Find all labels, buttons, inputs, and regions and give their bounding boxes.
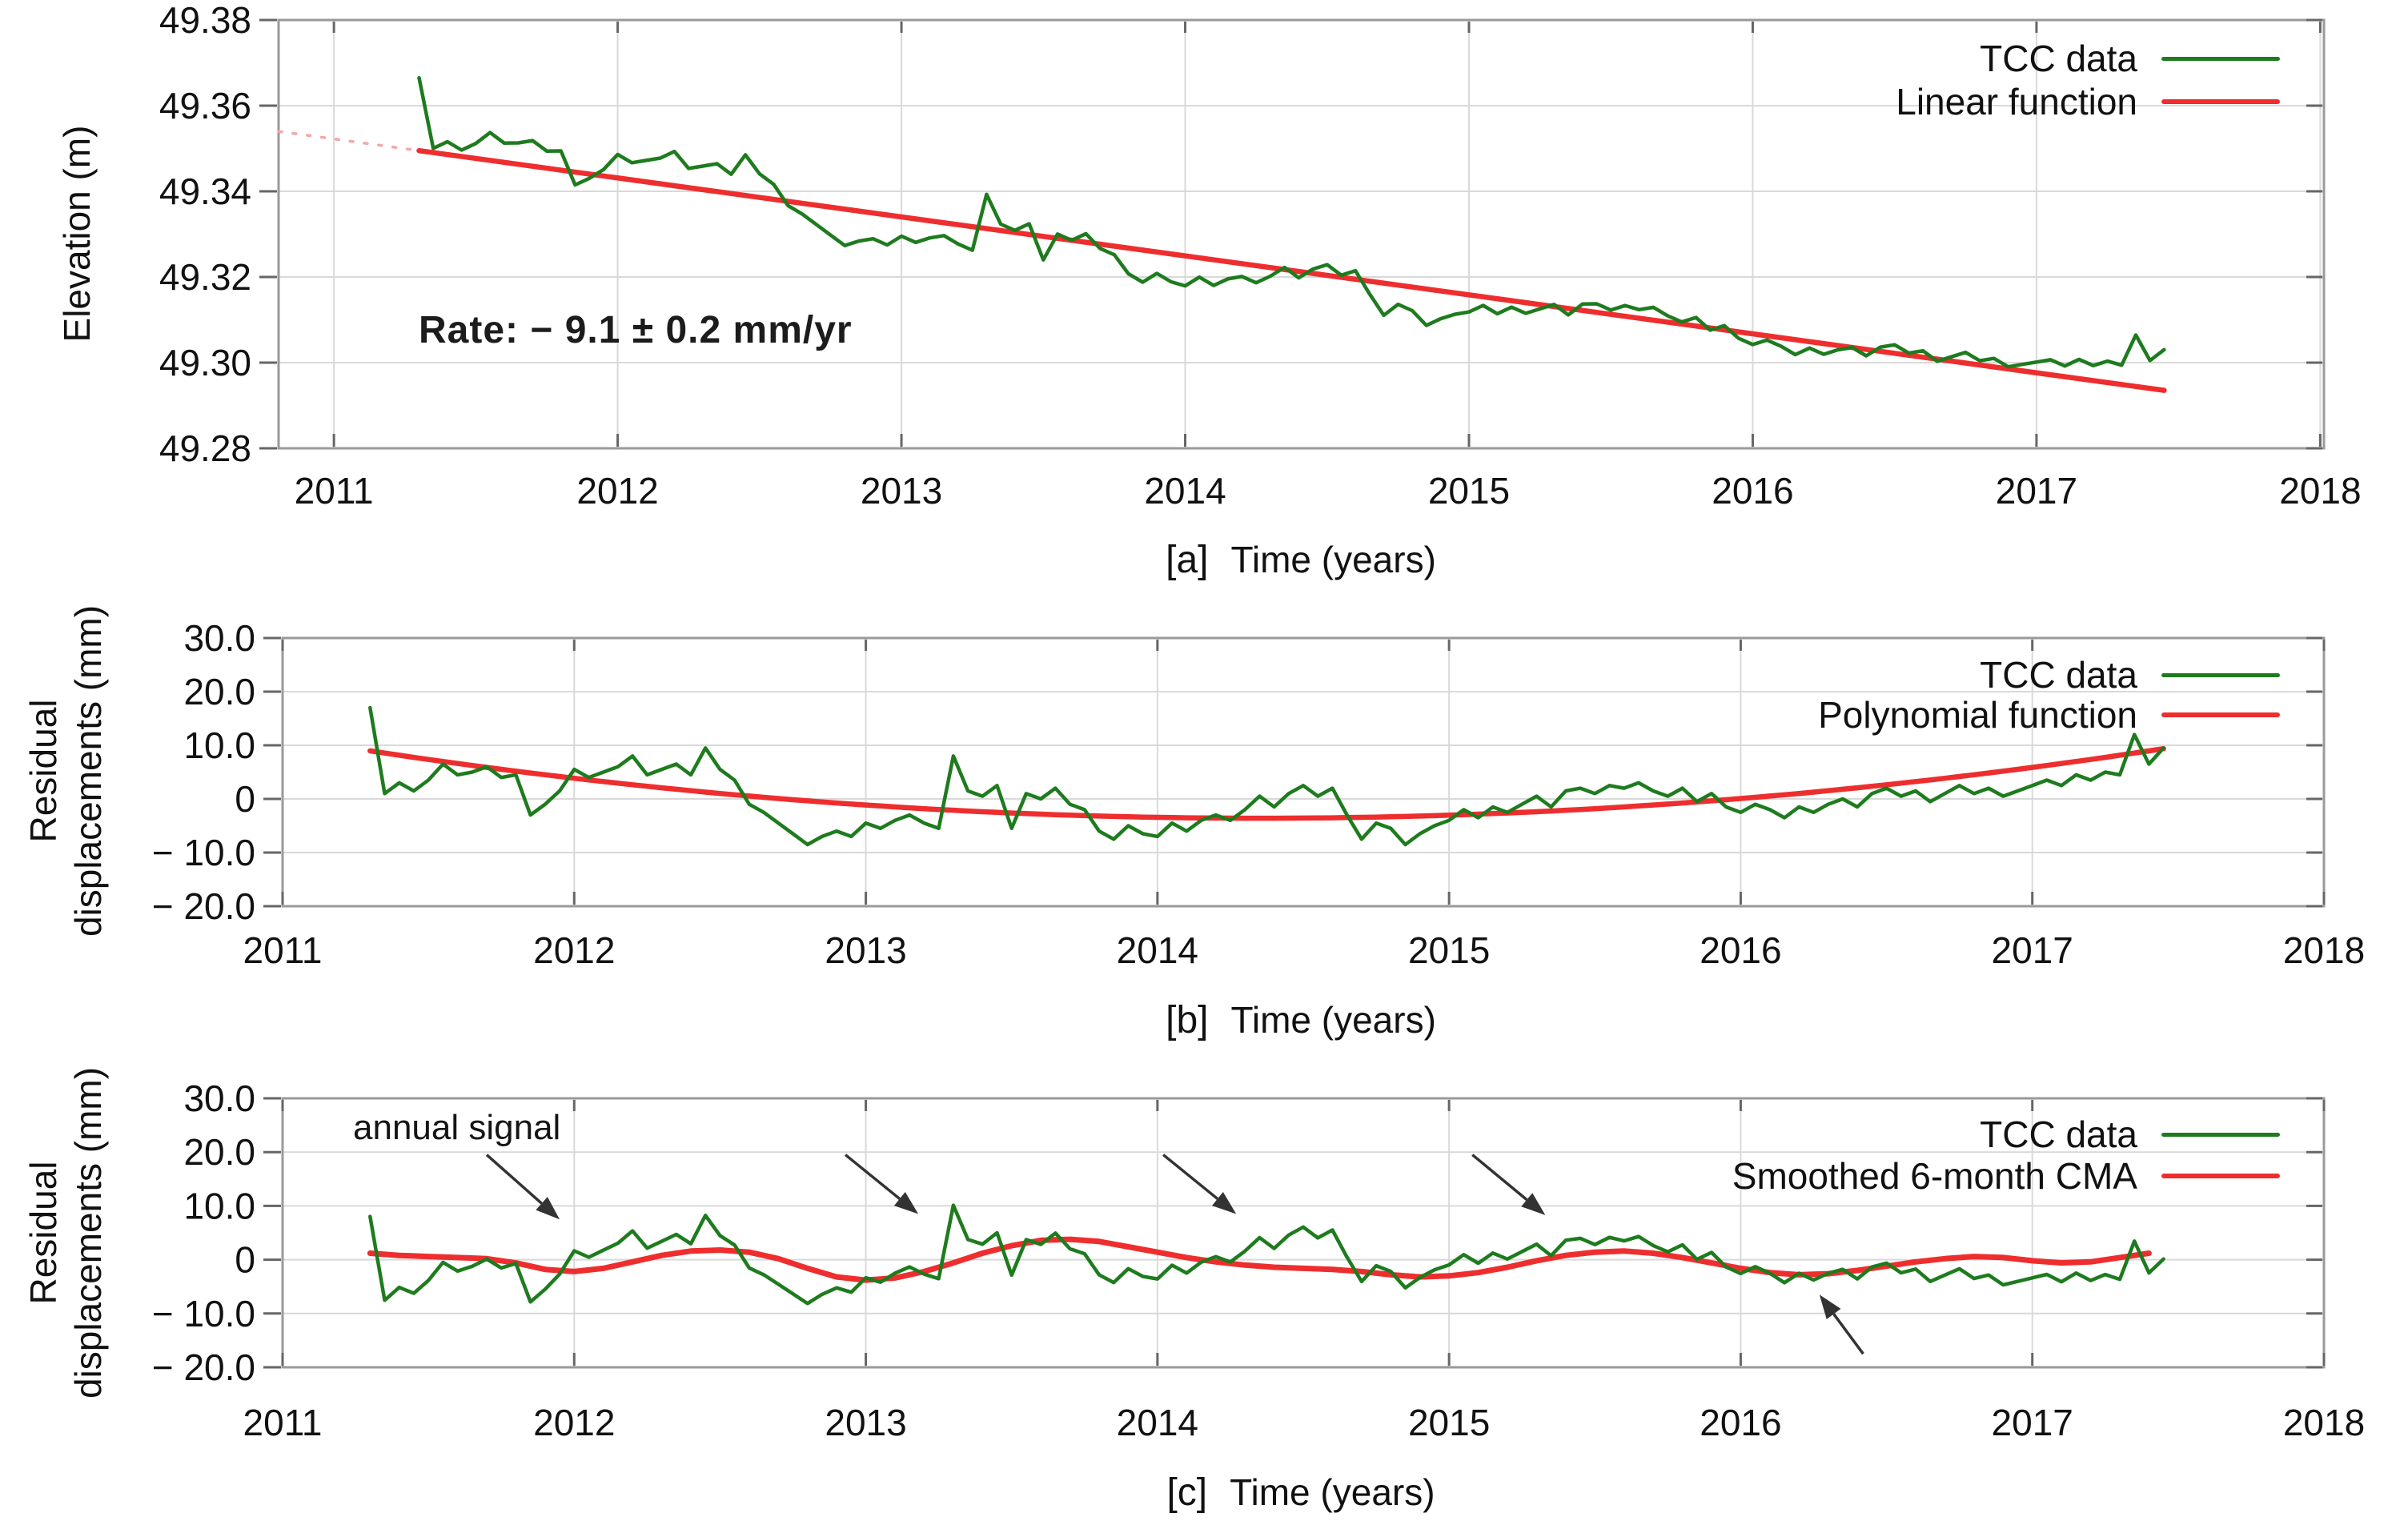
legend-line-sample-green [2161,56,2280,61]
panel-a-y-axis-label: Elevation (m) [55,125,98,343]
y-tick-label-c: 0 [235,1239,255,1281]
panel-c-y-axis-label: Residual displacements (mm) [21,1067,110,1399]
annotation-arrow-line [1832,1313,1864,1355]
annotation-arrow-line [1162,1154,1219,1200]
x-tick-label-c: 2012 [533,1402,615,1443]
legend-label: Smoothed 6-month CMA [1732,1155,2137,1197]
legend-line-sample-green [2161,672,2280,677]
y-tick-label-a: 49.36 [159,85,251,126]
y-tick-label-a: 49.28 [159,427,251,469]
series-tcc-data-b [368,705,2165,847]
x-tick-label-c: 2015 [1408,1402,1490,1443]
annotation-arrow-head [893,1192,919,1214]
panel-b-y-axis-label-line2: displacements (mm) [67,604,109,937]
x-tick-label-b: 2015 [1408,929,1490,971]
panel-c-xlabel: Time (years) [1230,1471,1435,1513]
y-tick-label-a: 49.32 [159,256,251,298]
y-tick-label-b: 0 [235,778,255,820]
series-tcc-data-c [368,1203,2165,1306]
y-tick-label-b: 10.0 [183,724,255,766]
panel-c-annual-signal-annotation: annual signal [353,1108,561,1147]
panel-a-rate-annotation: Rate: − 9.1 ± 0.2 mm/yr [419,309,853,351]
x-tick-label-a: 2013 [861,470,942,512]
annotation-arrow-head [1521,1193,1546,1215]
y-tick-label-c: 20.0 [183,1131,255,1173]
y-tick-label-b: − 10.0 [152,832,255,873]
x-tick-label-c: 2018 [2283,1402,2365,1443]
panel-a-tag: [a] [1166,539,1209,581]
panel-b-xlabel: Time (years) [1230,999,1436,1041]
legend-label: TCC data [1980,654,2137,696]
panel-a-legend-tcc: TCC data [1980,37,2280,80]
annotation-arrow-line [1471,1154,1528,1202]
x-tick-label-a: 2016 [1712,470,1793,512]
legend-label: Linear function [1896,81,2137,122]
y-tick-label-a: 49.34 [159,171,251,212]
y-tick-label-c: 10.0 [183,1185,255,1226]
legend-line-sample-red [2161,1174,2280,1178]
x-tick-label-b: 2017 [1992,929,2073,971]
x-tick-label-a: 2014 [1144,470,1226,512]
x-tick-label-a: 2011 [295,470,374,512]
panel-a-legend-linear: Linear function [1896,80,2280,123]
x-tick-label-c: 2011 [243,1402,323,1443]
annotation-arrow-head [536,1197,560,1220]
y-tick-label-a: 49.30 [159,342,251,383]
legend-label: TCC data [1980,38,2137,79]
x-tick-label-c: 2014 [1117,1402,1198,1443]
y-tick-label-c: − 20.0 [152,1346,255,1388]
annotation-arrow-head [1819,1294,1841,1319]
series-smoothed-cma-c [367,1236,2152,1283]
y-tick-label-b: 20.0 [183,671,255,712]
series-linear-extrapolated-a [277,130,421,152]
x-tick-label-b: 2012 [533,929,615,971]
panel-a-xlabel: Time (years) [1230,539,1436,580]
panel-b-legend-poly: Polynomial function [1818,693,2280,736]
x-tick-label-c: 2017 [1992,1402,2073,1443]
panel-c-y-axis-label-line2: displacements (mm) [67,1066,109,1399]
panel-a-x-axis-caption: [a] Time (years) [1166,538,1436,582]
x-tick-label-b: 2013 [825,929,906,971]
panel-b-x-axis-caption: [b] Time (years) [1166,998,1436,1042]
y-tick-label-c: − 10.0 [152,1293,255,1334]
x-tick-label-b: 2016 [1700,929,1781,971]
x-tick-label-a: 2015 [1428,470,1510,512]
plot-border-c [281,1097,2326,1369]
x-tick-label-a: 2018 [2279,470,2361,512]
x-tick-label-c: 2016 [1700,1402,1781,1443]
plot-border-a [277,18,2326,450]
panel-c-legend-cma: Smoothed 6-month CMA [1732,1154,2280,1198]
series-tcc-data-a [417,75,2166,369]
y-tick-label-a: 49.38 [159,0,251,41]
x-tick-label-b: 2011 [243,929,323,971]
panel-c-tag: [c] [1166,1471,1208,1514]
x-tick-label-a: 2012 [576,470,658,512]
y-tick-label-b: − 20.0 [152,885,255,927]
legend-label: TCC data [1980,1114,2137,1155]
panel-b-tag: [b] [1166,999,1209,1041]
legend-label: Polynomial function [1818,694,2137,736]
x-tick-label-a: 2017 [1996,470,2077,512]
plot-border-b [281,636,2326,908]
panel-c-x-axis-caption: [c] Time (years) [1166,1471,1435,1515]
annotation-arrow-head [1211,1192,1237,1214]
y-tick-label-c: 30.0 [183,1078,255,1119]
legend-line-sample-green [2161,1132,2280,1137]
panel-b-y-axis-label-line1: Residual [22,699,64,843]
panel-c-y-axis-label-line1: Residual [22,1161,64,1305]
x-tick-label-b: 2018 [2283,929,2365,971]
panel-c-legend-tcc: TCC data [1980,1113,2280,1156]
x-tick-label-c: 2013 [825,1402,906,1443]
legend-line-sample-red [2161,712,2280,717]
panel-b-y-axis-label: Residual displacements (mm) [21,605,110,937]
legend-line-sample-red [2161,99,2280,104]
panel-b-legend-tcc: TCC data [1980,653,2280,696]
annotation-arrow-line [844,1154,901,1200]
x-tick-label-b: 2014 [1117,929,1198,971]
series-polynomial-function-b [367,745,2166,821]
y-tick-label-b: 30.0 [183,617,255,659]
annotation-arrow-line [485,1154,543,1205]
